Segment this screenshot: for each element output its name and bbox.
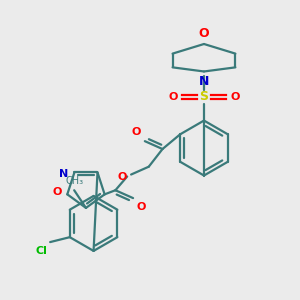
Text: O: O [230,92,240,102]
Text: O: O [199,27,209,40]
Text: N: N [199,75,209,88]
Text: O: O [137,202,146,212]
Text: O: O [168,92,178,102]
Text: O: O [118,172,127,182]
Text: S: S [200,91,208,103]
Text: O: O [131,127,141,137]
Text: N: N [59,169,68,179]
Text: O: O [52,188,62,197]
Text: Cl: Cl [35,246,47,256]
Text: CH₃: CH₃ [65,176,83,186]
